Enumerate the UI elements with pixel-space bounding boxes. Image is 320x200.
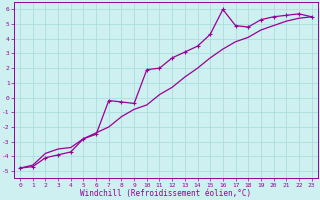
X-axis label: Windchill (Refroidissement éolien,°C): Windchill (Refroidissement éolien,°C)	[80, 189, 252, 198]
